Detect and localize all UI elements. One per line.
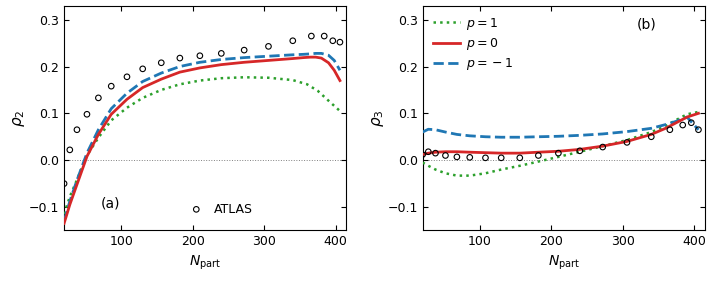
Point	[327, 38, 338, 43]
Point	[686, 121, 697, 125]
Point	[239, 48, 250, 52]
Point	[664, 128, 676, 132]
Point	[496, 156, 507, 160]
Y-axis label: $\rho_2$: $\rho_2$	[11, 109, 28, 127]
Point	[646, 135, 657, 139]
Y-axis label: $\rho_3$: $\rho_3$	[370, 109, 386, 127]
Point	[191, 207, 202, 212]
Text: (b): (b)	[637, 17, 657, 31]
Point	[553, 151, 564, 155]
X-axis label: $N_\mathrm{part}$: $N_\mathrm{part}$	[548, 254, 580, 272]
Point	[137, 67, 148, 71]
Text: ATLAS: ATLAS	[214, 203, 253, 216]
Point	[533, 153, 544, 158]
Point	[287, 38, 298, 43]
Point	[430, 151, 441, 155]
Point	[194, 53, 206, 58]
Point	[93, 96, 104, 100]
Legend: $p = 1$, $p = 0$, $p = -1$: $p = 1$, $p = 0$, $p = -1$	[429, 12, 518, 76]
Text: (a): (a)	[101, 197, 120, 211]
Point	[318, 34, 330, 38]
Point	[597, 145, 608, 149]
Point	[81, 112, 93, 117]
X-axis label: $N_\mathrm{part}$: $N_\mathrm{part}$	[189, 254, 221, 272]
Point	[216, 51, 227, 56]
Point	[480, 156, 491, 160]
Point	[451, 155, 463, 159]
Point	[440, 153, 451, 158]
Point	[574, 149, 585, 153]
Point	[105, 84, 117, 89]
Point	[464, 155, 476, 160]
Point	[693, 128, 704, 132]
Point	[305, 34, 317, 38]
Point	[622, 140, 633, 145]
Point	[156, 60, 167, 65]
Point	[263, 44, 274, 49]
Point	[423, 149, 434, 154]
Point	[334, 40, 345, 44]
Point	[417, 152, 429, 157]
Point	[514, 156, 525, 160]
Point	[58, 181, 70, 186]
Point	[677, 123, 689, 127]
Point	[121, 74, 132, 79]
Point	[71, 128, 83, 132]
Point	[174, 56, 186, 60]
Point	[64, 148, 75, 152]
